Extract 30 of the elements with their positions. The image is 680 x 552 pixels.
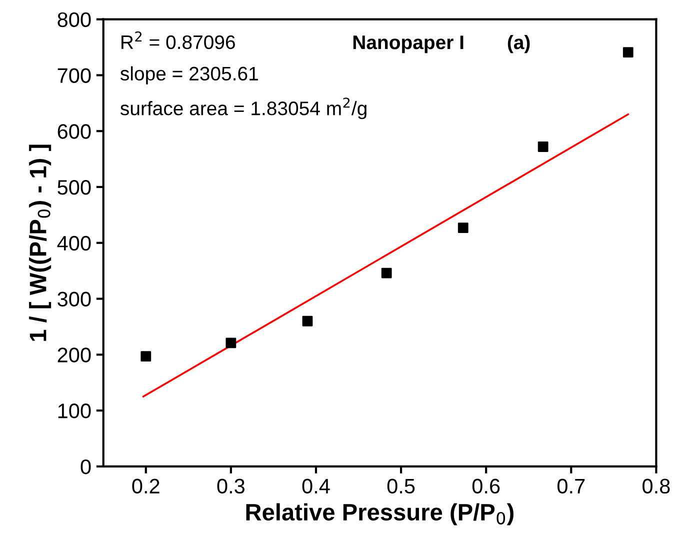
point — [140, 351, 152, 362]
x-tick-label: 0.7 — [557, 478, 585, 494]
annotation: surface area = 1.83054 m$^{2}$/g — [120, 98, 366, 120]
x-tick-label: 0.3 — [217, 478, 245, 494]
point — [381, 268, 392, 278]
y-tick-label: 400 — [57, 236, 91, 251]
point — [622, 47, 634, 58]
y-tick-label: 500 — [58, 180, 91, 195]
point — [538, 142, 548, 152]
x-tick-label: 0.4 — [302, 478, 330, 494]
y-tick-label: 300 — [58, 292, 91, 307]
y-tick-label: 800 — [58, 12, 91, 28]
y-tick-label: 0 — [80, 459, 91, 474]
y-axis-title: 1 / [ W((P/P$_{0}$) - 1) ] — [29, 144, 52, 341]
annotation: slope = 2305.61 — [120, 66, 258, 84]
y-tick-label: 700 — [58, 68, 91, 83]
x-tick-label: 0.8 — [642, 478, 670, 494]
x-axis-title: Relative Pressure (P/P$_{0}$) — [246, 503, 514, 526]
y-tick-label: 200 — [58, 348, 91, 362]
x-tick-label: 0.2 — [132, 478, 160, 494]
annotation: Nanopaper I — [353, 36, 464, 54]
y-tick-label: 600 — [58, 124, 91, 139]
annotation: (a) — [508, 34, 530, 54]
y-tick-label: 100 — [58, 404, 91, 418]
x-tick-label: 0.6 — [472, 478, 500, 494]
point — [226, 338, 236, 348]
x-tick-label: 0.5 — [387, 478, 415, 494]
annotation: R$^{2}$ = 0.87096 — [122, 31, 235, 50]
point — [302, 316, 313, 326]
point — [458, 222, 468, 233]
